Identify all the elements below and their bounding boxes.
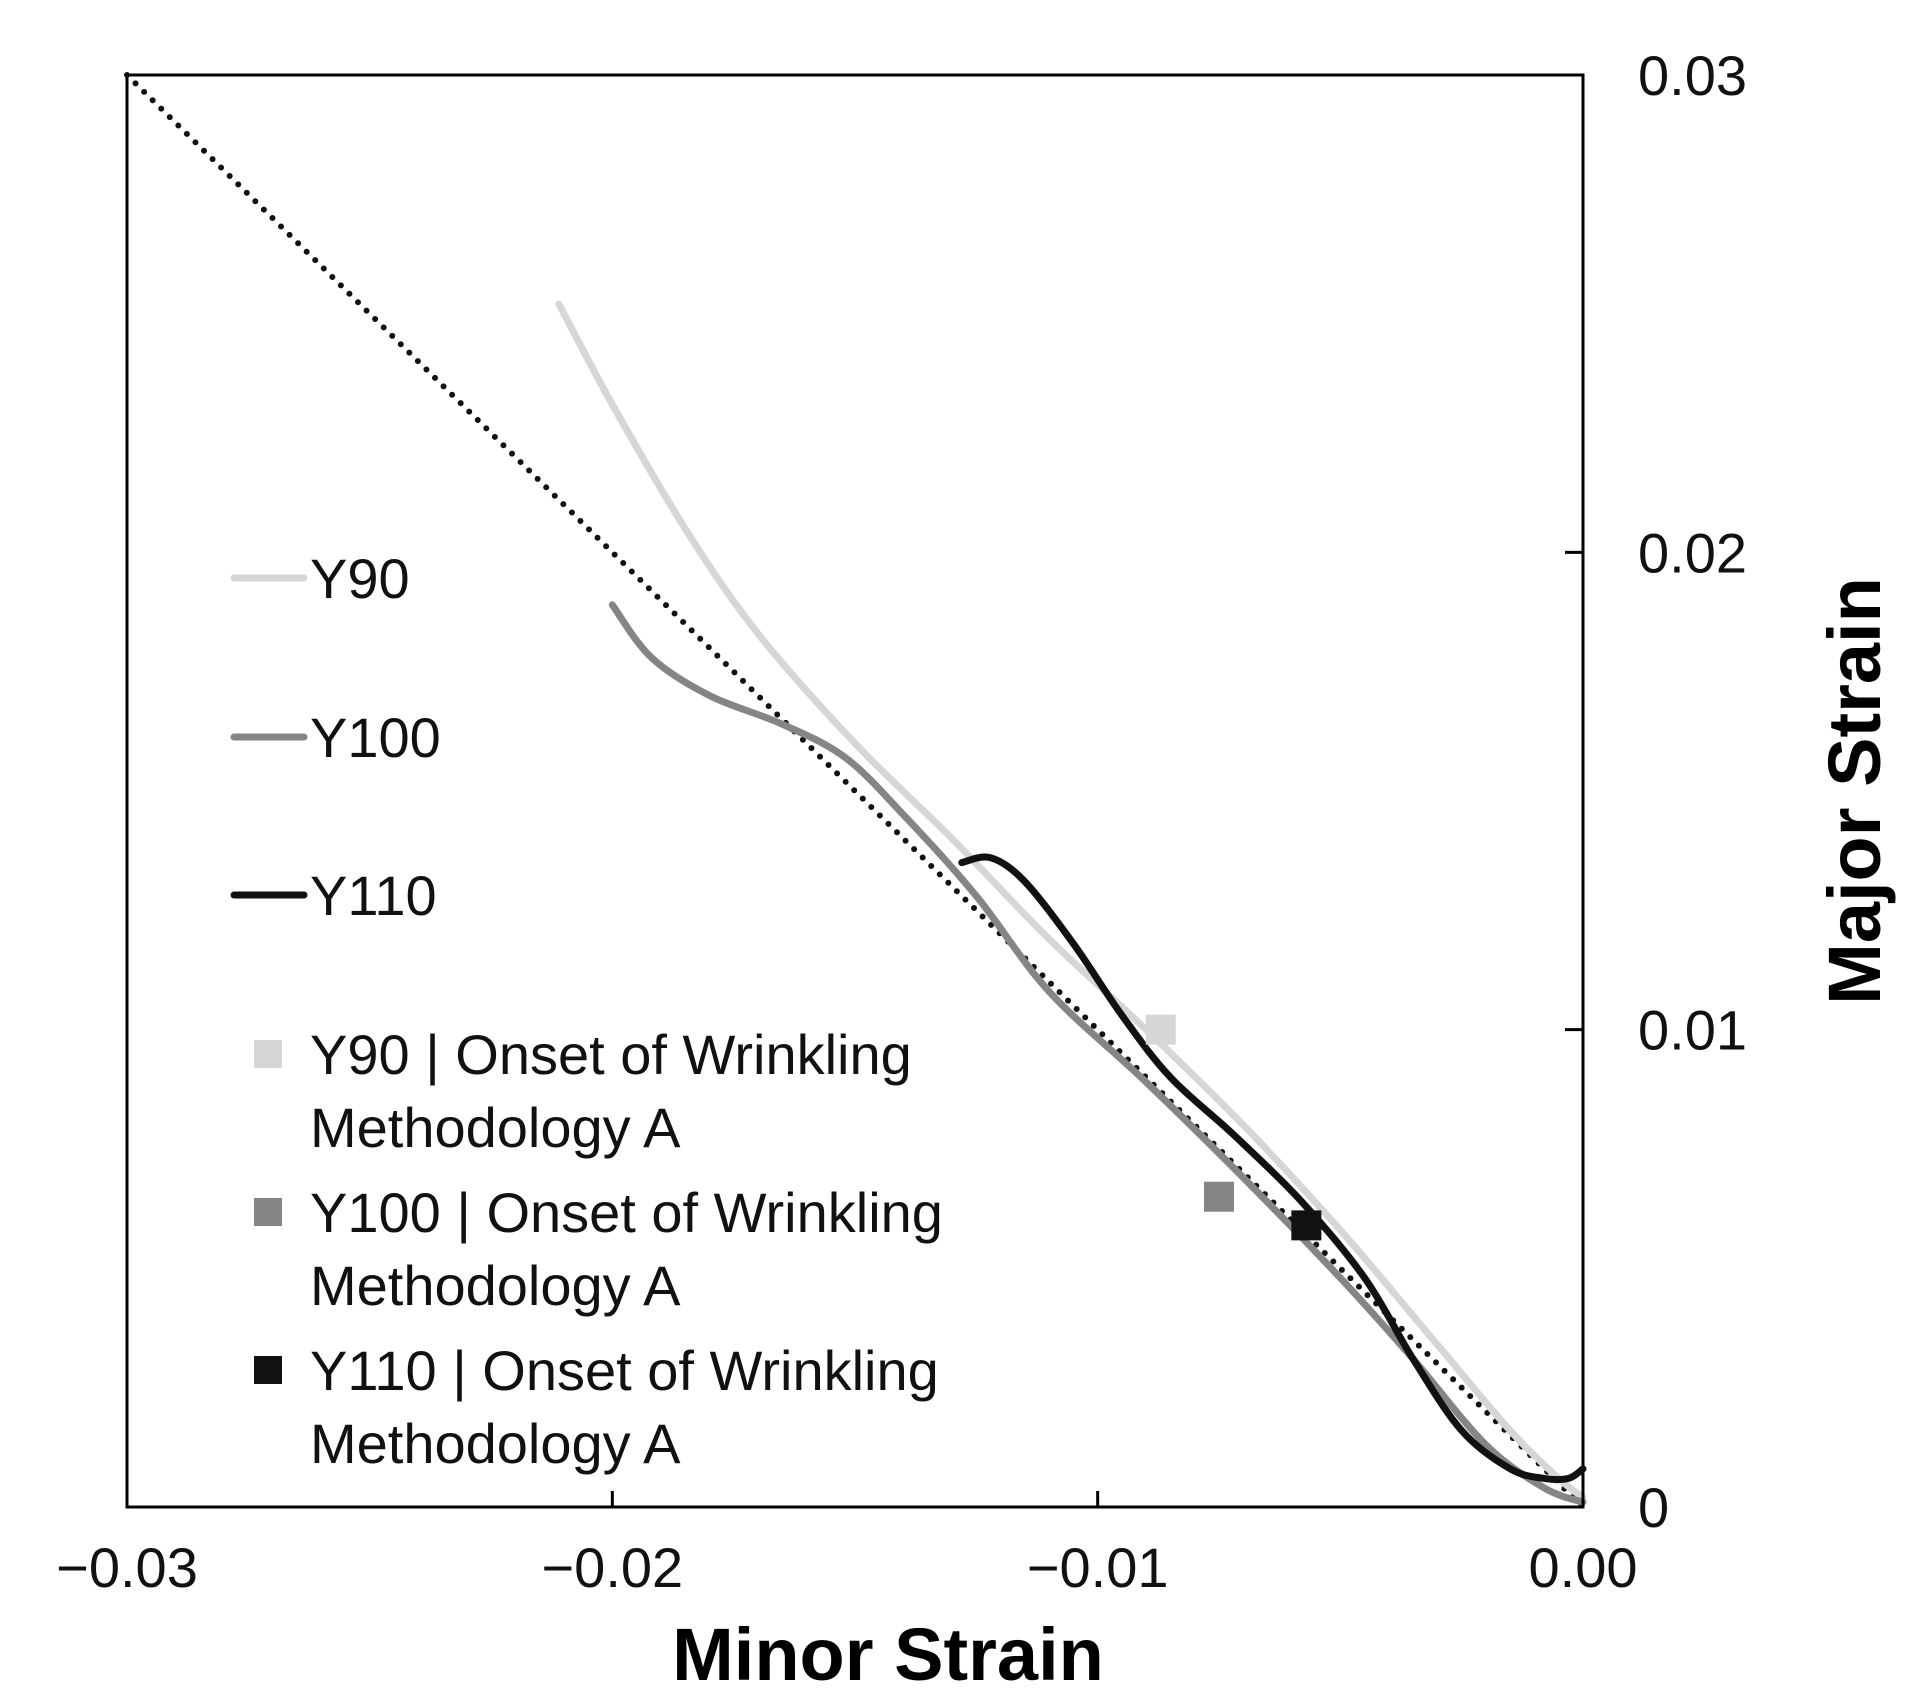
series-layer bbox=[555, 300, 1587, 1506]
legend-marker-label-line2: Methodology A bbox=[310, 1254, 681, 1317]
x-axis-title: Minor Strain bbox=[672, 1613, 1104, 1696]
y-tick-label: 0.03 bbox=[1638, 44, 1747, 107]
legend-marker-label-line2: Methodology A bbox=[310, 1412, 681, 1475]
legend-line-label: Y100 bbox=[310, 706, 441, 769]
legend-marker-swatch bbox=[254, 1356, 282, 1384]
onset-marker-y100 bbox=[1204, 1181, 1234, 1212]
legend-line-label: Y90 bbox=[310, 547, 410, 610]
reference-line-layer bbox=[124, 72, 1586, 1510]
y-tick-label: 0.02 bbox=[1638, 521, 1747, 584]
x-tick-label: −0.01 bbox=[1027, 1536, 1169, 1599]
marker-layer bbox=[1145, 1014, 1322, 1241]
onset-marker-y90 bbox=[1145, 1014, 1176, 1045]
y-ticks: 0 0.01 0.02 0.03 bbox=[1565, 44, 1747, 1539]
legend: Y90 Y100 Y110 Y90 | Onset of Wrinkling Metho… bbox=[230, 547, 943, 1475]
legend-marker-label-line1: Y110 | Onset of Wrinkling bbox=[310, 1339, 939, 1402]
x-tick-label: −0.02 bbox=[541, 1536, 683, 1599]
y-axis-title: Major Strain bbox=[1813, 577, 1896, 1005]
series-line-y110 bbox=[958, 853, 1587, 1484]
legend-marker-label-line1: Y90 | Onset of Wrinkling bbox=[310, 1023, 912, 1086]
x-tick-label: 0.00 bbox=[1529, 1536, 1638, 1599]
onset-marker-y110 bbox=[1291, 1210, 1322, 1241]
legend-marker-label-line1: Y100 | Onset of Wrinkling bbox=[310, 1181, 943, 1244]
legend-line-label: Y110 bbox=[310, 864, 437, 927]
legend-marker-swatch bbox=[254, 1198, 282, 1226]
x-ticks: −0.03 −0.02 −0.01 0.00 bbox=[56, 1491, 1638, 1599]
plot-frame bbox=[125, 73, 1585, 1509]
legend-marker-label-line2: Methodology A bbox=[310, 1096, 681, 1159]
y-tick-label: 0 bbox=[1638, 1476, 1669, 1539]
y-tick-label: 0.01 bbox=[1638, 999, 1747, 1062]
x-tick-label: −0.03 bbox=[56, 1536, 198, 1599]
legend-marker-swatch bbox=[254, 1040, 282, 1068]
series-line-y90 bbox=[555, 300, 1587, 1501]
series-line-y100 bbox=[608, 601, 1587, 1506]
reference-dotted-line bbox=[124, 72, 1586, 1510]
